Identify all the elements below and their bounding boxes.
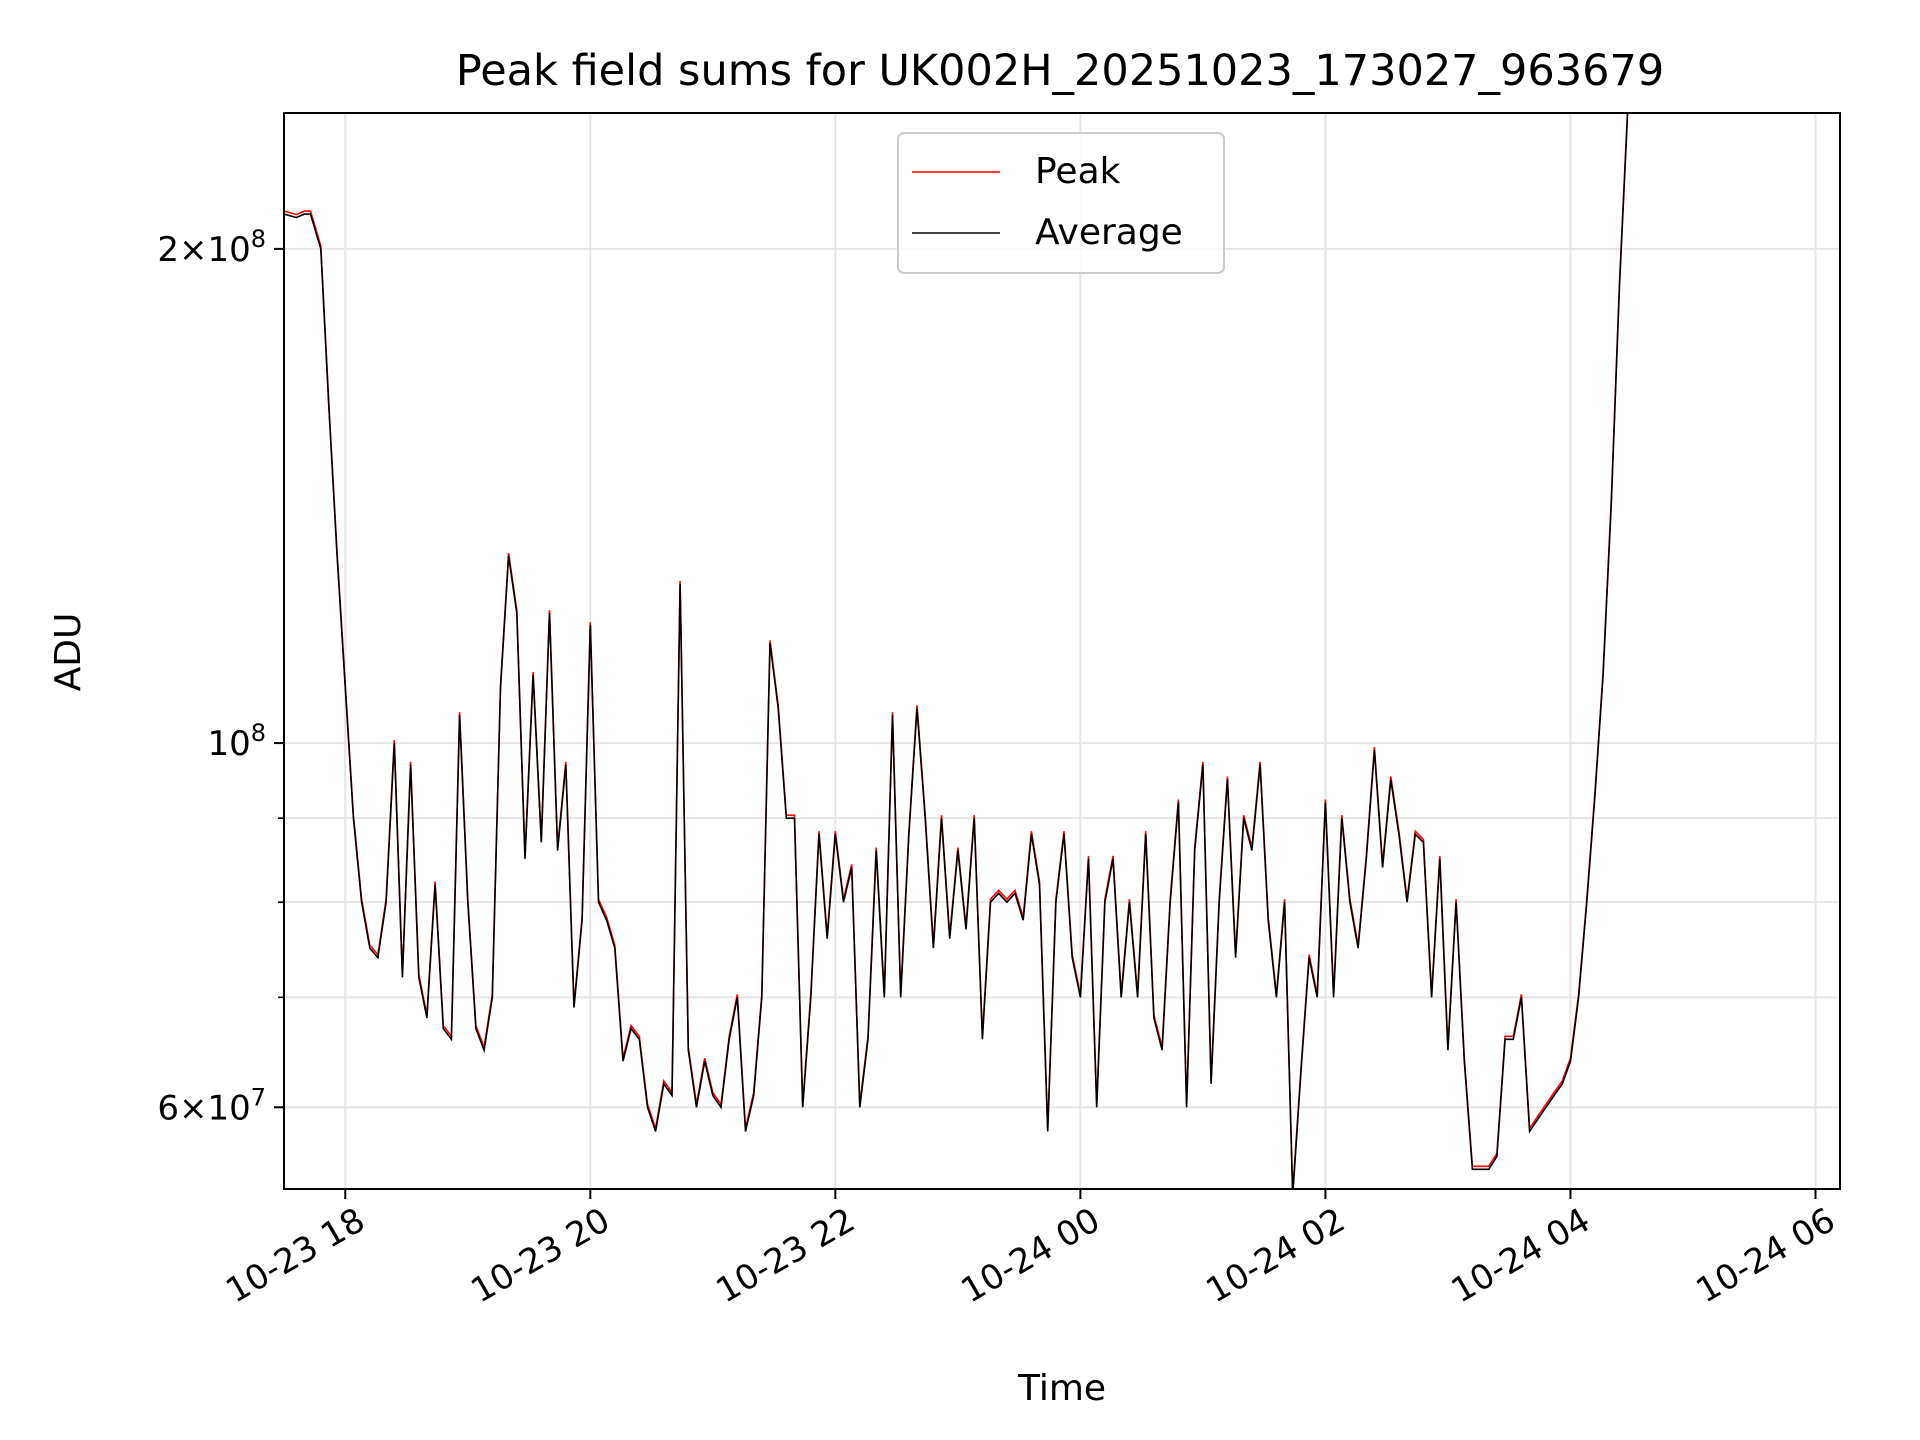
x-tick-label: 10-24 02	[1200, 1200, 1352, 1311]
legend-label-peak: Peak	[1035, 151, 1121, 192]
series-line-average	[284, 113, 1629, 1189]
y-tick-label: 6×107	[157, 1083, 266, 1128]
legend-box	[897, 132, 1225, 274]
axes-frame	[283, 112, 1841, 1190]
x-tick-label: 10-24 06	[1690, 1200, 1842, 1311]
chart-title: Peak field sums for UK002H_20251023_1730…	[456, 46, 1664, 96]
x-tick-label: 10-24 04	[1445, 1200, 1597, 1311]
y-tick-label: 2×108	[157, 225, 266, 270]
x-tick-label: 10-23 20	[464, 1200, 616, 1311]
plot-area	[284, 113, 1629, 1189]
x-tick-label: 10-24 00	[954, 1200, 1106, 1311]
y-axis-label: ADU	[48, 613, 89, 692]
grid	[284, 113, 1840, 1189]
y-axis: 6×107 108 2×108	[157, 225, 284, 1128]
x-axis-label: Time	[1017, 1368, 1106, 1409]
legend-label-average: Average	[1035, 212, 1183, 253]
legend: Peak Average	[897, 132, 1225, 274]
x-tick-label: 10-23 18	[219, 1200, 371, 1311]
y-tick-label: 108	[207, 719, 266, 764]
x-tick-label: 10-23 22	[709, 1200, 861, 1311]
x-axis: 10-23 18 10-23 20 10-23 22 10-24 00 10-24 02…	[219, 1189, 1842, 1311]
